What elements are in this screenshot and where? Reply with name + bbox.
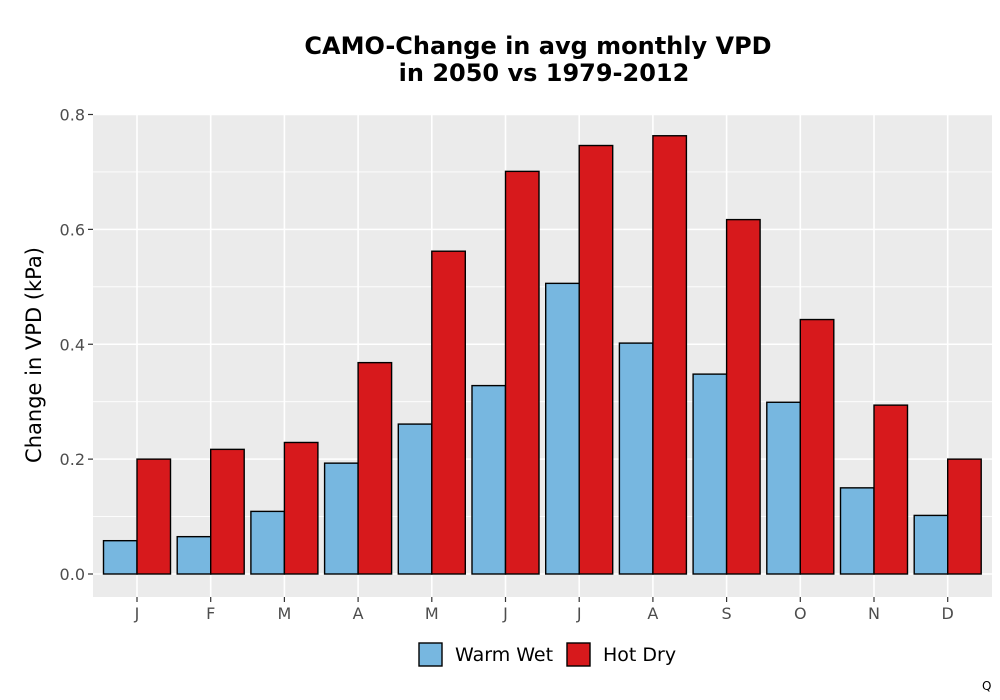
x-tick-label: J [502, 604, 508, 623]
y-tick-label: 0.2 [60, 450, 85, 469]
bar-warm-wet [913, 514, 949, 575]
bar-warm-wet [176, 535, 212, 575]
legend-key-warm-wet [418, 642, 443, 667]
legend-label-hot-dry: Hot Dry [603, 644, 676, 666]
x-tick-label: D [942, 604, 954, 623]
bar-hot-dry [504, 170, 540, 575]
bar-hot-dry [357, 361, 393, 575]
bar-hot-dry [283, 441, 319, 575]
bar-warm-wet [545, 282, 580, 575]
bar-warm-wet [471, 384, 507, 575]
bar-warm-wet [397, 423, 433, 575]
x-tick-label: J [134, 604, 140, 623]
y-tick-label: 0.6 [60, 220, 85, 239]
legend: Warm Wet Hot Dry [418, 642, 676, 667]
y-tick-label: 0.4 [60, 335, 85, 354]
bar-warm-wet [839, 487, 875, 575]
bar-warm-wet [618, 342, 654, 575]
x-tick-label: M [425, 604, 439, 623]
bar-hot-dry [947, 458, 982, 575]
y-axis-title: Change in VPD (kPa) [22, 247, 46, 463]
x-tick-label: J [576, 604, 582, 623]
y-tick-label: 0.8 [60, 106, 85, 125]
bar-hot-dry [725, 218, 761, 575]
bar-hot-dry [209, 448, 245, 575]
bar-hot-dry [652, 135, 688, 575]
corner-mark: Q [982, 679, 991, 693]
chart-title-line-1: CAMO-Change in avg monthly VPD [304, 32, 771, 60]
bar-hot-dry [431, 250, 466, 575]
bars-group [102, 135, 982, 575]
x-tick-label: A [647, 604, 658, 623]
legend-key-hot-dry [566, 642, 591, 667]
legend-label-warm-wet: Warm Wet [455, 644, 553, 666]
x-tick-label: S [722, 604, 732, 623]
bar-hot-dry [799, 318, 835, 575]
bar-warm-wet [102, 539, 138, 575]
x-tick-label: O [794, 604, 807, 623]
x-tick-label: M [277, 604, 291, 623]
bar-warm-wet [323, 462, 359, 575]
bar-hot-dry [578, 144, 614, 575]
bar-warm-wet [250, 510, 286, 575]
x-tick-label: F [206, 604, 215, 623]
y-axis: 0.0 0.2 0.4 0.6 0.8 [60, 106, 93, 584]
bar-hot-dry [136, 458, 172, 575]
chart-title-line-2: in 2050 vs 1979-2012 [399, 59, 690, 87]
bar-warm-wet [692, 373, 728, 575]
y-tick-label: 0.0 [60, 565, 85, 584]
x-tick-label: N [868, 604, 880, 623]
bar-hot-dry [873, 404, 909, 575]
bar-warm-wet [766, 401, 801, 575]
x-tick-label: A [353, 604, 364, 623]
